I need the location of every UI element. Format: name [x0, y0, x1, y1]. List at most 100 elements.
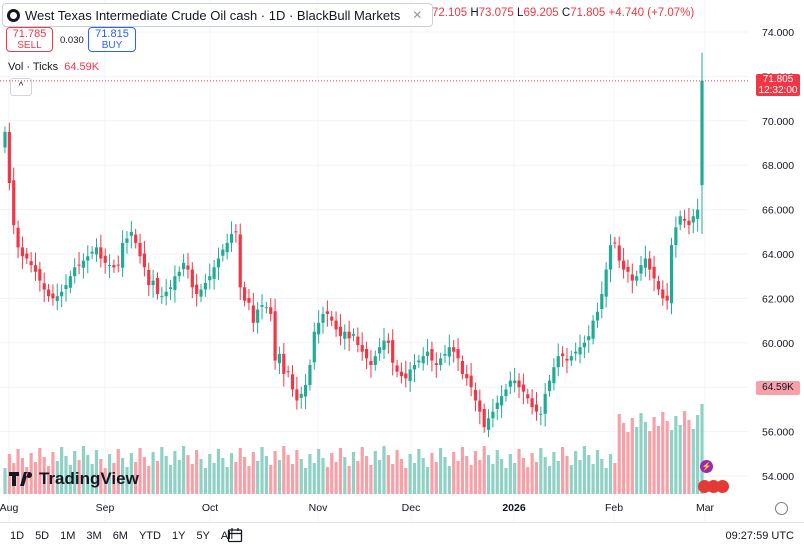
candle-body [613, 242, 617, 244]
volume-bar [412, 463, 417, 494]
volume-bar [68, 465, 72, 494]
candle-body [312, 331, 316, 363]
candle-body [321, 313, 325, 323]
volume-bar [264, 456, 268, 494]
candle-body [29, 261, 33, 266]
candle-body [656, 281, 661, 290]
volume-bar [691, 429, 695, 494]
candle-body [186, 265, 190, 270]
range-5y[interactable]: 5Y [196, 530, 210, 542]
volume-bar [561, 447, 565, 494]
symbol-title-bar[interactable]: West Texas Intermediate Crude Oil cash ·… [2, 3, 434, 27]
candle-body [151, 280, 155, 286]
volume-bar [190, 464, 194, 494]
candle-body [364, 349, 369, 359]
volume-bar [539, 448, 543, 494]
volume-bar [20, 458, 25, 494]
volume-bar [42, 457, 46, 494]
utc-clock[interactable]: 09:27:59 UTC [725, 530, 794, 542]
candle-body [391, 340, 395, 363]
visibility-eye-icon[interactable] [7, 8, 20, 22]
candle-body [439, 358, 443, 365]
volume-bar [177, 460, 181, 494]
volume-bar [669, 430, 674, 494]
candle-body [574, 351, 578, 354]
x-tick-label: Mar [696, 502, 715, 514]
volume-bar [273, 451, 277, 494]
candle-body [399, 371, 404, 377]
candle-body [478, 400, 482, 412]
buy-button[interactable]: 71.815 BUY [88, 27, 136, 52]
candle-body [682, 218, 687, 221]
volume-bar [500, 459, 504, 494]
candle-body [626, 266, 630, 272]
y-tick-label: 68.000 [762, 160, 794, 172]
candle-body [547, 380, 552, 392]
volume-bar [626, 432, 630, 494]
volume-bar [443, 457, 447, 494]
candle-body [16, 227, 20, 248]
y-tick-label: 60.000 [762, 338, 794, 350]
settings-gear-icon[interactable] [775, 502, 788, 515]
candle-body [482, 408, 486, 428]
calendar-icon[interactable] [227, 527, 243, 543]
volume-bar [347, 466, 351, 494]
close-x-icon[interactable]: ✕ [412, 8, 423, 22]
candle-body [460, 361, 465, 374]
volume-bar [604, 468, 608, 494]
volume-bar [648, 431, 652, 494]
volume-legend: Vol · Ticks 64.59K [8, 61, 100, 73]
volume-bar [46, 466, 51, 494]
range-ytd[interactable]: YTD [138, 530, 161, 542]
volume-bar [73, 451, 77, 494]
candle-body [68, 276, 72, 288]
volume-bar [151, 452, 155, 494]
candle-body [247, 297, 251, 303]
candle-body [129, 231, 133, 236]
volume-bar [260, 447, 264, 494]
candle-body [648, 258, 652, 270]
volume-bar [103, 468, 107, 494]
candle-body [42, 283, 46, 290]
collapse-chevron-icon[interactable]: ^ [10, 78, 32, 96]
volume-bar [269, 465, 273, 494]
candle-body [330, 316, 334, 321]
sell-button[interactable]: 71.785 SELL [6, 27, 53, 52]
volume-bar [38, 448, 42, 494]
candle-body [256, 309, 260, 323]
volume-bar [164, 456, 168, 494]
volume-bar [195, 450, 199, 494]
candle-body [90, 251, 94, 254]
volume-bar [360, 447, 364, 494]
range-3m[interactable]: 3M [86, 530, 102, 542]
lightning-event-icon[interactable]: ⚡ [700, 460, 713, 473]
candle-body [582, 342, 586, 348]
volume-bar [391, 464, 395, 494]
price-candles [3, 52, 704, 438]
candle-body [456, 349, 460, 359]
volume-bar [312, 463, 316, 494]
volume-bar [325, 467, 329, 494]
ohlc-legend: O72.105 H73.075 L69.205 C71.805 +4.740 (… [423, 7, 695, 19]
volume-bar [3, 468, 7, 494]
flag-event-icon[interactable] [716, 480, 729, 493]
candle-body [491, 411, 495, 419]
range-5d[interactable]: 5D [35, 530, 50, 542]
volume-bar [282, 446, 286, 494]
candle-body [700, 80, 704, 186]
candle-body [347, 331, 351, 339]
volume-bar [160, 447, 164, 494]
volume-bar [517, 449, 521, 494]
range-1m[interactable]: 1M [60, 530, 76, 542]
candle-body [46, 289, 51, 297]
range-1d[interactable]: 1D [10, 530, 25, 542]
volume-bar [334, 462, 338, 494]
volume-bar [364, 456, 369, 494]
range-6m[interactable]: 6M [112, 530, 128, 542]
candle-body [552, 367, 556, 384]
volume-bar [295, 450, 299, 494]
range-1y[interactable]: 1Y [171, 530, 186, 542]
candle-body [600, 293, 604, 310]
candle-body [325, 311, 329, 314]
